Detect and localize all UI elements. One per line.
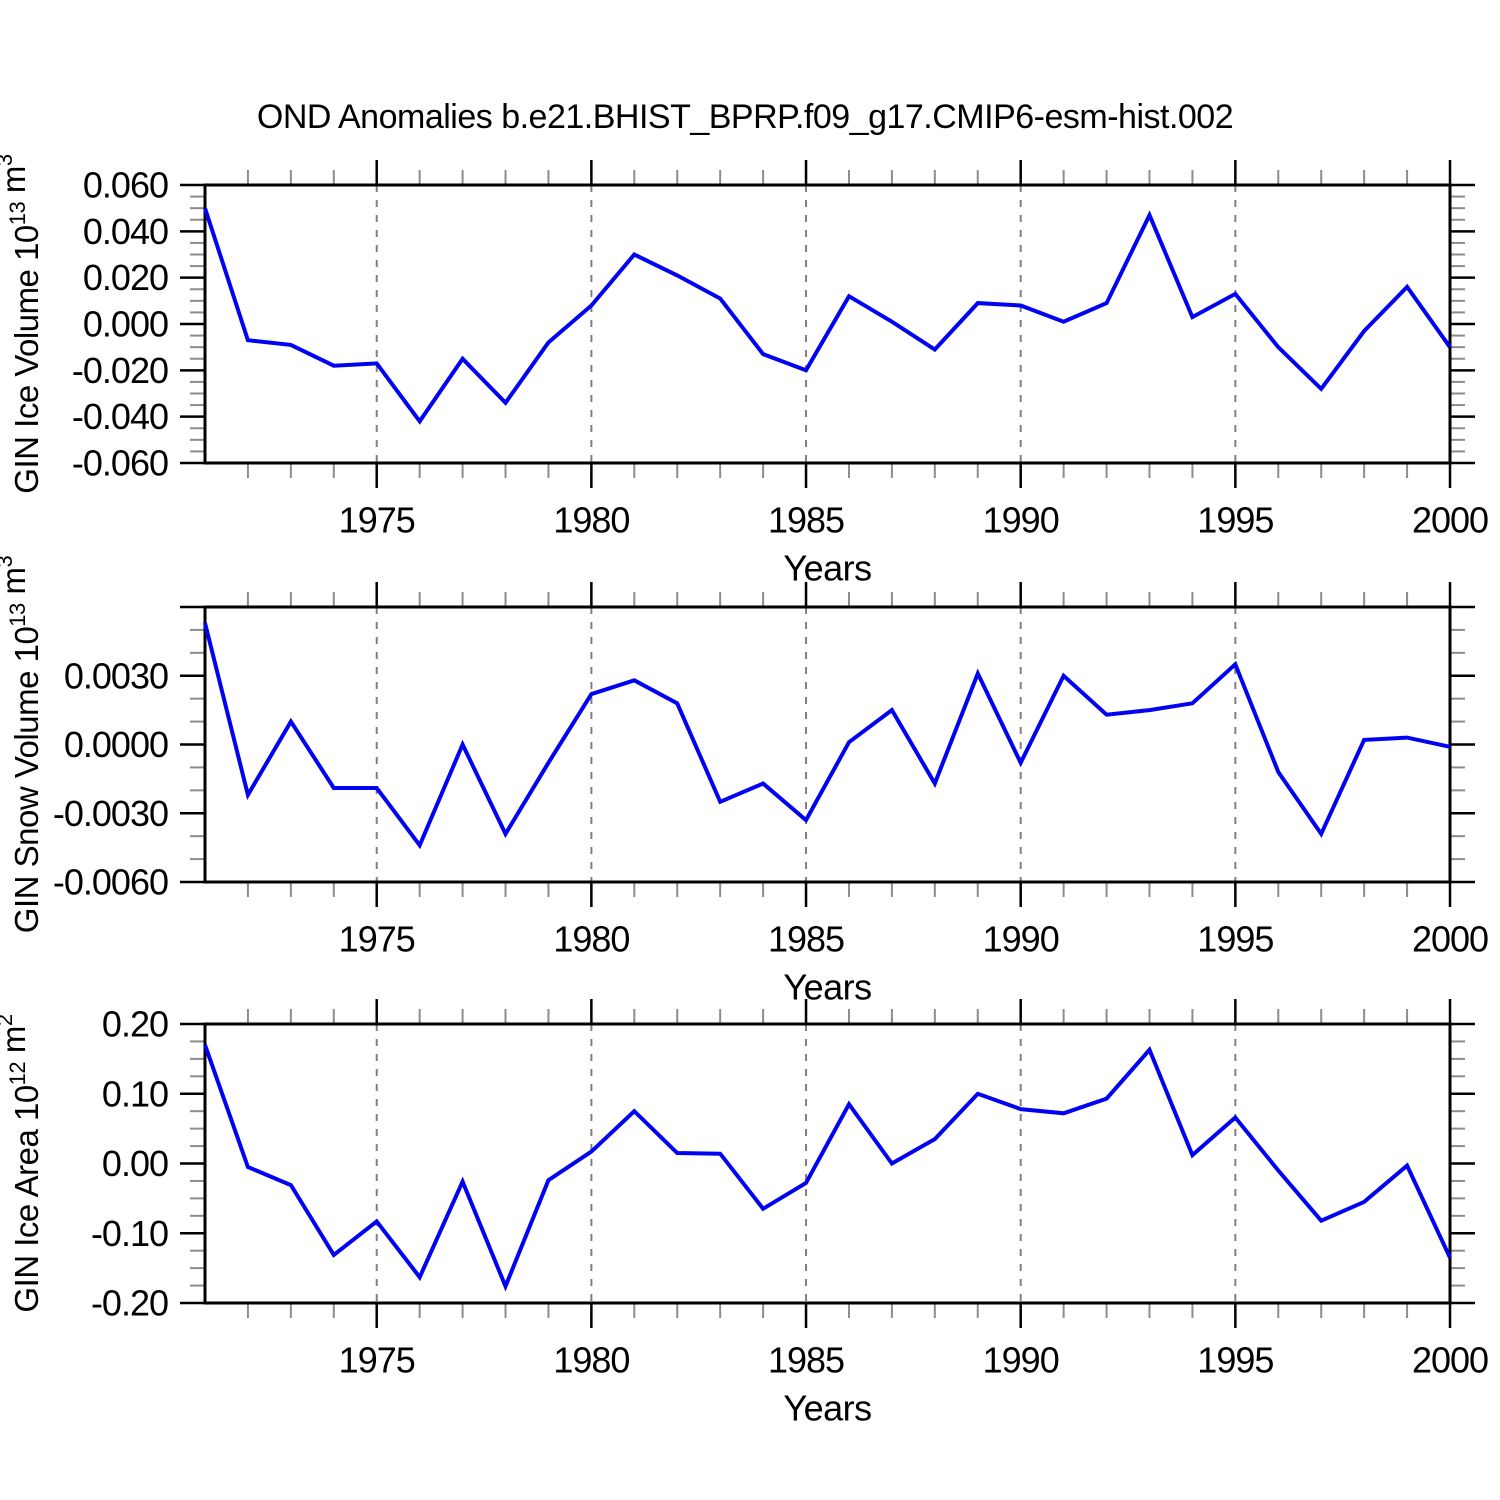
y-axis-title: GIN Ice Volume 1013 m3 (0, 154, 45, 494)
tick-label: 1980 (553, 1340, 629, 1381)
tick-label: 0.0030 (64, 655, 168, 696)
x-axis: 1975 1980 1985 1990 1995 2000 (246, 582, 1489, 960)
chart-title: OND Anomalies b.e21.BHIST_BPRP.f09_g17.C… (256, 98, 1234, 136)
gridlines (375, 607, 1237, 882)
tick-label: 1985 (768, 919, 844, 960)
plot-box (203, 183, 1452, 465)
tick-label: 1975 (339, 919, 415, 960)
tick-label: 0.10 (102, 1073, 168, 1114)
tick-label: -0.0030 (53, 793, 168, 834)
tick-label: 1995 (1197, 500, 1273, 541)
tick-label: 1995 (1197, 1340, 1273, 1381)
tick-label: -0.020 (72, 350, 168, 391)
data-line-gin-snow-volume (203, 622, 1451, 850)
y-axis-title: GIN Ice Area 1012 m2 (0, 1014, 45, 1312)
tick-label: -0.060 (72, 443, 168, 484)
tick-label: -0.10 (91, 1213, 168, 1254)
tick-label: -0.0060 (53, 862, 168, 903)
x-axis-title: Years (783, 1388, 871, 1429)
tick-label: 0.060 (83, 165, 168, 206)
tick-label: 1990 (983, 919, 1059, 960)
tick-label: 1980 (553, 919, 629, 960)
panel-gin-snow-volume: 1975 1980 1985 1990 1995 2000 0.0030 0.0000 -0.0… (0, 556, 1489, 1008)
panel-gin-ice-area: 1975 1980 1985 1990 1995 2000 0.20 0.10 0.00 -0.1… (0, 999, 1489, 1429)
tick-label: 1975 (339, 1340, 415, 1381)
y-axis-title: GIN Snow Volume 1013 m3 (0, 556, 45, 934)
tick-label: 0.0000 (64, 724, 168, 765)
panel-gin-ice-volume: 1975 1980 1985 1990 1995 20000.0600.0400.0200… (0, 154, 1489, 589)
tick-label: 0.20 (102, 1004, 168, 1045)
plot-box (203, 1022, 1452, 1305)
gridlines (375, 1024, 1237, 1303)
tick-label: 1995 (1197, 919, 1273, 960)
x-axis: 1975 1980 1985 1990 1995 2000 (246, 160, 1489, 541)
plot-box (203, 605, 1452, 884)
x-axis-title: Years (783, 967, 871, 1008)
y-axis: 0.060 0.040 0.020 0.000 -0.020 -0.040 -0.060 (72, 165, 1475, 484)
tick-label: 0.040 (83, 211, 168, 252)
tick-label: -0.040 (72, 396, 168, 437)
tick-label: 1980 (553, 500, 629, 541)
tick-label: 2000 (1412, 919, 1488, 960)
tick-label: 0.00 (102, 1143, 168, 1184)
y-axis: 0.20 0.10 0.00 -0.10 -0.20 (91, 1004, 1475, 1324)
x-axis-title: Years (783, 548, 871, 589)
tick-label: 1985 (768, 500, 844, 541)
tick-label: 1985 (768, 1340, 844, 1381)
tick-label: -0.20 (91, 1283, 168, 1324)
data-line-gin-ice-volume (203, 207, 1452, 425)
gridlines (375, 185, 1237, 463)
x-axis: 1975 1980 1985 1990 1995 2000 (246, 999, 1489, 1381)
tick-label: 0.020 (83, 257, 168, 298)
tick-label: 2000 (1412, 500, 1488, 541)
tick-label: 1975 (339, 500, 415, 541)
tick-label: 2000 (1412, 1340, 1488, 1381)
tick-label: 1990 (983, 500, 1059, 541)
tick-label: 0.000 (83, 304, 168, 345)
tick-label: 1990 (983, 1340, 1059, 1381)
y-axis: 0.0030 0.0000 -0.0030 -0.0060 (53, 605, 1475, 903)
data-line-gin-ice-area (203, 1044, 1452, 1292)
